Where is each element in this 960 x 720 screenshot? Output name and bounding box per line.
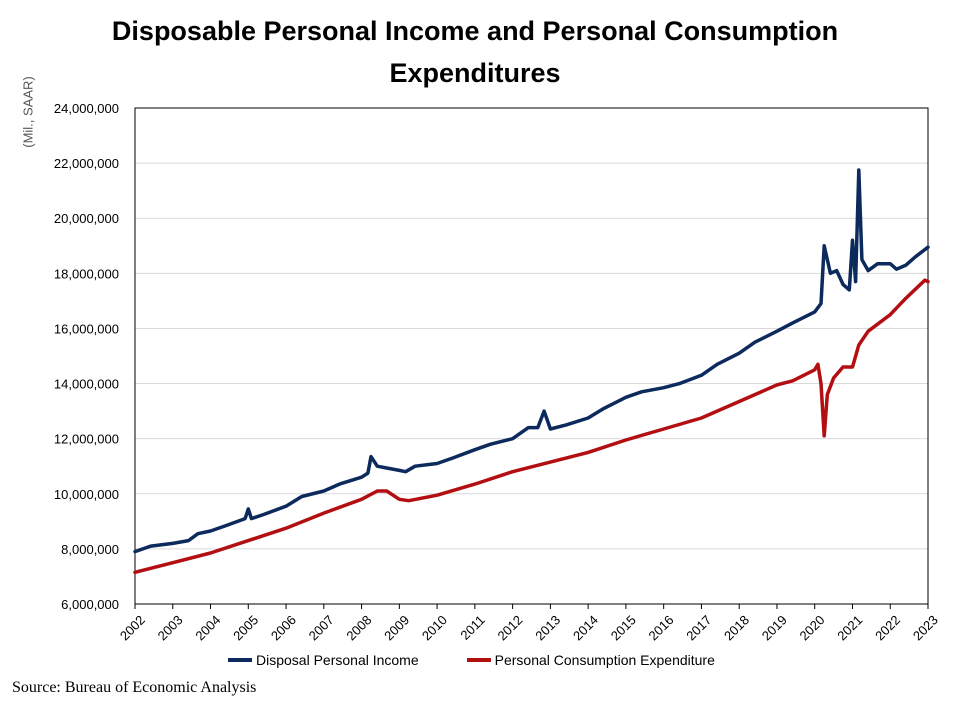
series-line-personal-consumption-expenditure (133, 278, 930, 575)
y-tick-label: 14,000,000 (54, 377, 119, 392)
legend-swatch-dpi (228, 658, 252, 662)
plot-area (134, 107, 929, 605)
x-tick-label: 2016 (646, 612, 677, 643)
x-axis-ticks: 2002 2003 2004 2005 2006 2007 2008 2009 2010 2011… (117, 604, 941, 643)
x-tick-label: 2022 (872, 612, 903, 643)
y-tick-label: 22,000,000 (54, 156, 119, 171)
legend: Disposal Personal Income Personal Consum… (228, 652, 763, 668)
chart-title: Disposable Personal Income and Personal … (80, 10, 870, 94)
y-tick-label: 6,000,000 (61, 597, 119, 612)
x-tick-label: 2002 (117, 612, 148, 643)
x-tick-label: 2013 (532, 612, 563, 643)
x-tick-label: 2004 (192, 612, 223, 643)
x-tick-label: 2005 (230, 612, 261, 643)
series-lines (133, 168, 930, 575)
legend-label-dpi: Disposal Personal Income (256, 652, 419, 668)
y-tick-label: 20,000,000 (54, 211, 119, 226)
chart-title-line1: Disposable Personal Income and Personal … (111, 16, 839, 46)
legend-swatch-pce (466, 658, 491, 662)
legend-item-pce: Personal Consumption Expenditure (466, 652, 715, 668)
x-tick-label: 2012 (494, 612, 525, 643)
x-tick-label: 2021 (834, 612, 865, 643)
x-tick-label: 2003 (155, 612, 186, 643)
x-tick-label: 2018 (721, 612, 752, 643)
x-tick-label: 2017 (683, 612, 714, 643)
x-tick-label: 2023 (910, 612, 941, 643)
source-note: Source: Bureau of Economic Analysis (12, 679, 257, 696)
x-tick-label: 2015 (608, 612, 639, 643)
y-axis-ticks: 6,000,000 8,000,000 10,000,000 12,000,000 14… (54, 101, 119, 612)
x-tick-label: 2009 (381, 612, 412, 643)
y-tick-label: 16,000,000 (54, 321, 119, 336)
x-tick-label: 2010 (419, 612, 450, 643)
y-tick-label: 12,000,000 (54, 432, 119, 447)
x-tick-label: 2011 (457, 612, 487, 642)
y-tick-label: 8,000,000 (61, 542, 119, 557)
x-tick-label: 2019 (759, 612, 790, 643)
x-tick-label: 2007 (306, 612, 337, 643)
y-tick-label: 18,000,000 (54, 266, 119, 281)
y-tick-label: 24,000,000 (54, 101, 119, 116)
x-tick-label: 2006 (268, 612, 299, 643)
chart-title-line2: Expenditures (389, 58, 561, 88)
legend-label-pce: Personal Consumption Expenditure (494, 652, 715, 668)
y-tick-label: 10,000,000 (54, 487, 119, 502)
x-tick-label: 2020 (797, 612, 828, 643)
x-tick-label: 2008 (343, 612, 374, 643)
series-line-disposal-personal-income (133, 168, 930, 554)
legend-item-dpi: Disposal Personal Income (228, 652, 419, 668)
x-tick-label: 2014 (570, 612, 601, 643)
grid-lines (135, 107, 928, 605)
